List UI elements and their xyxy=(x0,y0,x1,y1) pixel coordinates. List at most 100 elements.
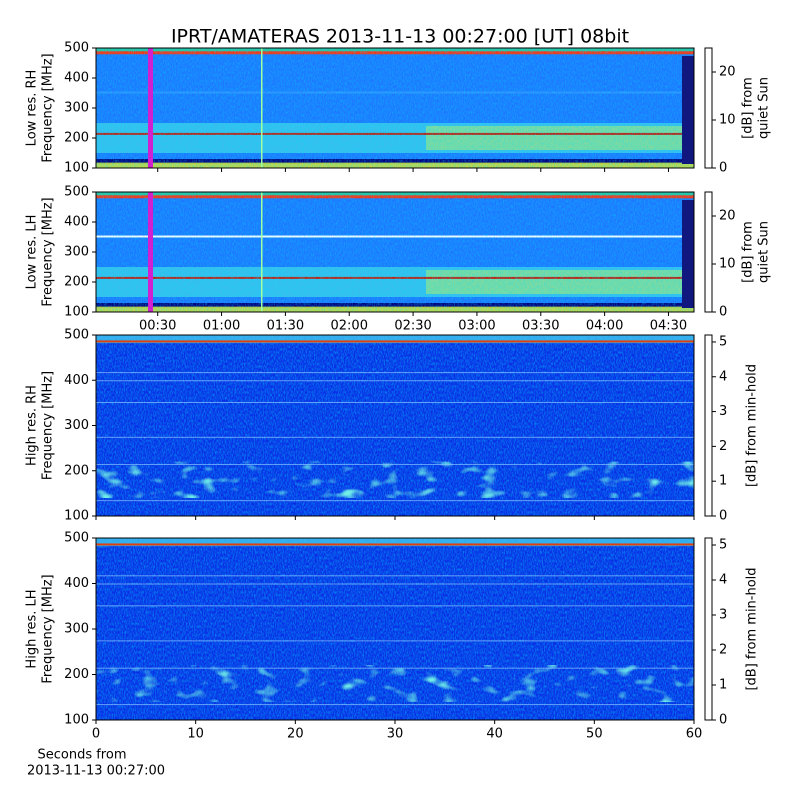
x-tick-label: 02:00 xyxy=(331,319,368,334)
y-tick-label: 500 xyxy=(64,41,89,56)
colorbar-tick-label: 3 xyxy=(719,404,727,419)
spectrogram-line xyxy=(96,640,694,642)
y-axis-label: Frequency [MHz] xyxy=(41,574,56,683)
y-tick-label: 300 xyxy=(64,101,89,116)
y-tick-label: 100 xyxy=(64,509,89,524)
spectrogram-line xyxy=(96,704,694,706)
y-tick-label: 200 xyxy=(64,463,89,478)
y-axis-label: High res. LH xyxy=(25,589,40,668)
colorbar xyxy=(704,537,713,721)
interference-line xyxy=(261,48,263,168)
y-tick-label: 500 xyxy=(64,328,89,343)
spectrogram-noise xyxy=(96,192,694,312)
y-tick-label: 400 xyxy=(64,373,89,388)
spectrogram-line xyxy=(96,667,694,669)
colorbar-tick-label: 1 xyxy=(719,474,727,489)
y-tick-label: 300 xyxy=(64,245,89,260)
x-tick-label: 30 xyxy=(387,727,404,742)
y-tick-label: 500 xyxy=(64,531,89,546)
colorbar-label: [dB] from xyxy=(741,221,756,283)
y-tick-label: 100 xyxy=(64,305,89,320)
colorbar-tick-label: 20 xyxy=(719,65,736,80)
colorbar-tick-label: 0 xyxy=(719,305,727,320)
colorbar-label: [dB] from min-hold xyxy=(745,364,760,487)
y-tick-label: 100 xyxy=(64,713,89,728)
interference-line xyxy=(148,192,153,312)
x-tick-label: 01:30 xyxy=(267,319,304,334)
spectrogram-line xyxy=(96,463,694,465)
spectrogram-line xyxy=(96,500,694,502)
x-tick-label: 50 xyxy=(586,727,603,742)
y-tick-label: 500 xyxy=(64,185,89,200)
spectrogram-noise xyxy=(96,48,694,168)
x-tick-label: 03:30 xyxy=(522,319,559,334)
spectrogram-line xyxy=(96,605,694,607)
colorbar-label: quiet Sun xyxy=(757,77,772,139)
y-axis-label: High res. RH xyxy=(25,385,40,466)
x-tick-label: 60 xyxy=(686,727,703,742)
colorbar-tick-label: 10 xyxy=(719,113,736,128)
spectrogram-line xyxy=(96,543,694,546)
colorbar xyxy=(704,191,713,313)
y-tick-label: 400 xyxy=(64,576,89,591)
colorbar-tick-label: 5 xyxy=(719,334,727,349)
spectrogram-line xyxy=(96,436,694,438)
x-tick-label: 20 xyxy=(287,727,304,742)
colorbar-label: [dB] from min-hold xyxy=(745,567,760,690)
y-axis-label: Frequency [MHz] xyxy=(41,197,56,306)
y-axis-label: Low res. LH xyxy=(25,215,40,290)
colorbar-tick-label: 4 xyxy=(719,573,727,588)
x-tick-label: 04:00 xyxy=(586,319,623,334)
y-tick-label: 300 xyxy=(64,418,89,433)
spectrogram-edge xyxy=(682,200,694,308)
x-tick-label: 01:00 xyxy=(203,319,240,334)
colorbar-tick-label: 2 xyxy=(719,643,727,658)
x-axis-label: 2013-11-13 00:27:00 xyxy=(27,764,165,779)
x-tick-label: 10 xyxy=(187,727,204,742)
spectrogram-line xyxy=(96,380,694,382)
spectrogram-blobs xyxy=(96,665,694,702)
colorbar-tick-label: 2 xyxy=(719,439,727,454)
y-axis-label: Low res. RH xyxy=(25,70,40,147)
x-tick-label: 0 xyxy=(92,727,100,742)
colorbar-tick-label: 0 xyxy=(719,161,727,176)
y-tick-label: 200 xyxy=(64,667,89,682)
figure-title: IPRT/AMATERAS 2013-11-13 00:27:00 [UT] 0… xyxy=(171,26,629,48)
spectrogram-blobs xyxy=(96,461,694,498)
colorbar-tick-label: 4 xyxy=(719,369,727,384)
colorbar xyxy=(704,47,713,169)
x-tick-label: 02:30 xyxy=(394,319,431,334)
colorbar-tick-label: 20 xyxy=(719,209,736,224)
colorbar xyxy=(704,334,713,517)
interference-line xyxy=(148,48,153,168)
x-axis-label: Seconds from xyxy=(37,748,126,763)
spectrogram-line xyxy=(96,583,694,585)
y-tick-label: 200 xyxy=(64,275,89,290)
interference-line xyxy=(261,192,263,312)
colorbar-tick-label: 0 xyxy=(719,509,727,524)
y-tick-label: 100 xyxy=(64,161,89,176)
spectrogram-line xyxy=(96,372,694,374)
x-tick-label: 03:00 xyxy=(458,319,495,334)
x-tick-label: 04:30 xyxy=(650,319,687,334)
y-tick-label: 400 xyxy=(64,215,89,230)
y-tick-label: 300 xyxy=(64,622,89,637)
colorbar-tick-label: 5 xyxy=(719,538,727,553)
spectrogram-line xyxy=(96,575,694,577)
spectrogram-edge xyxy=(682,56,694,164)
colorbar-tick-label: 1 xyxy=(719,678,727,693)
x-tick-label: 00:30 xyxy=(139,319,176,334)
x-tick-label: 40 xyxy=(486,727,503,742)
y-axis-label: Frequency [MHz] xyxy=(41,371,56,480)
y-tick-label: 400 xyxy=(64,71,89,86)
colorbar-label: quiet Sun xyxy=(757,221,772,283)
spectrogram-band xyxy=(96,335,694,344)
colorbar-label: [dB] from xyxy=(741,77,756,139)
y-axis-label: Frequency [MHz] xyxy=(41,53,56,162)
spectrogram-band xyxy=(96,538,694,547)
spectrogram-line xyxy=(96,401,694,403)
colorbar-tick-label: 10 xyxy=(719,257,736,272)
colorbar-tick-label: 3 xyxy=(719,608,727,623)
spectrogram-line xyxy=(96,340,694,343)
